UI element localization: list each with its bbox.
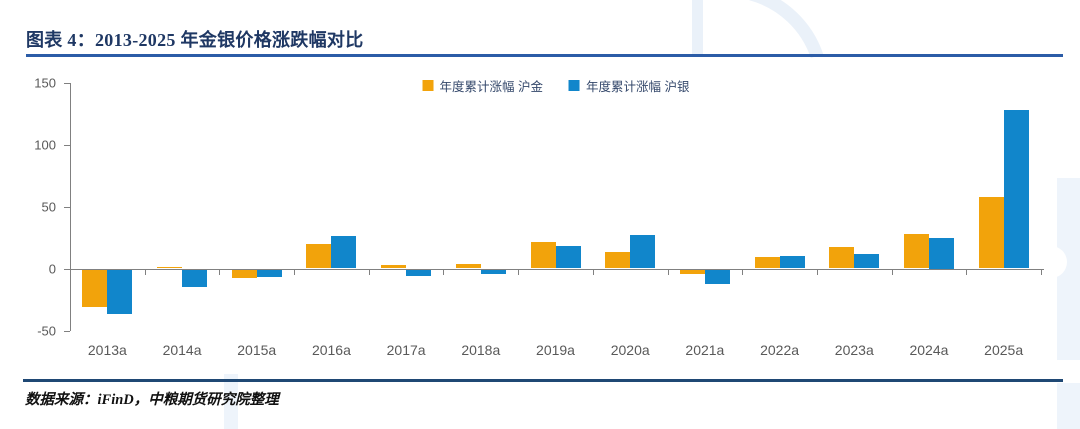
y-axis-tick (64, 206, 70, 208)
x-axis-tick (368, 269, 370, 275)
silver-bar-2019a (555, 246, 581, 269)
gold-bar-2014a (157, 267, 183, 269)
silver-series-swatch-icon (569, 80, 580, 91)
x-axis-tick (816, 269, 818, 275)
x-axis-category-label: 2018a (461, 342, 501, 358)
x-axis-tick (1041, 269, 1042, 275)
gold-bar-2022a (754, 257, 780, 269)
y-axis-tick-label: 50 (41, 199, 56, 214)
gold-bar-2018a (455, 263, 481, 269)
x-axis-tick (443, 269, 445, 275)
x-axis-tick (592, 269, 594, 275)
x-axis-category-label: 2019a (536, 342, 575, 358)
legend-label-silver: 年度累计涨幅 沪银 (586, 80, 690, 94)
legend-item-gold: 年度累计涨幅 沪金 (422, 76, 543, 95)
x-axis-tick (219, 269, 221, 275)
gold-bar-2025a (978, 196, 1004, 269)
footer-rule (23, 379, 1063, 382)
silver-bar-2015a (256, 269, 282, 277)
y-axis-tick-label: 0 (48, 261, 56, 276)
x-axis-tick (144, 269, 146, 275)
x-axis-category-label: 2015a (237, 342, 277, 358)
x-axis-tick (742, 269, 744, 275)
silver-bar-2014a (182, 269, 208, 287)
silver-bar-2020a (630, 235, 656, 269)
x-axis-category-label: 2024a (909, 342, 949, 358)
y-axis-tick (64, 330, 70, 332)
x-axis-category-label: 2016a (311, 342, 351, 358)
silver-bar-2016a (331, 236, 357, 269)
gold-bar-2019a (530, 242, 556, 269)
y-axis-line (70, 82, 71, 331)
x-axis-tick (667, 269, 669, 275)
x-axis-category-label: 2014a (162, 342, 202, 358)
gold-bar-2020a (605, 252, 631, 269)
x-axis-tick (518, 269, 520, 275)
silver-bar-2024a (928, 237, 954, 269)
title-rule (26, 54, 1063, 57)
y-axis-tick (64, 144, 70, 146)
y-axis-tick-label: 100 (34, 137, 56, 152)
legend-item-silver: 年度累计涨幅 沪银 (569, 76, 689, 95)
chart-legend: 年度累计涨幅 沪金 年度累计涨幅 沪银 (422, 76, 689, 95)
gold-bar-2016a (306, 243, 332, 269)
y-axis-tick (64, 268, 70, 270)
x-axis-category-label: 2021a (685, 342, 725, 358)
silver-bar-2022a (779, 256, 805, 269)
x-axis-tick (966, 269, 968, 275)
gold-bar-2017a (381, 264, 407, 269)
gold-series-swatch-icon (422, 80, 434, 91)
gold-bar-2013a (82, 269, 108, 307)
gold-bar-2021a (679, 269, 705, 275)
y-axis-tick-label: 150 (34, 75, 56, 90)
x-axis-category-label: 2022a (760, 342, 800, 358)
data-source: 数据来源：iFinD，中粮期货研究院整理 (25, 392, 279, 408)
x-axis-category-label: 2013a (87, 342, 127, 358)
silver-bar-2021a (704, 269, 730, 285)
silver-bar-2013a (107, 269, 133, 315)
figure-title: 图表 4：2013-2025 年金银价格涨跌幅对比 (26, 30, 364, 50)
x-axis-category-label: 2020a (610, 342, 650, 358)
x-axis-category-label: 2023a (834, 342, 874, 358)
x-axis-tick (891, 269, 893, 275)
silver-bar-2025a (1003, 109, 1029, 269)
x-axis-line (70, 268, 1044, 270)
y-axis-tick (64, 82, 70, 84)
y-axis-tick-label: -50 (37, 323, 56, 338)
silver-bar-2017a (406, 269, 432, 276)
gold-bar-2015a (231, 269, 257, 279)
x-axis-category-label: 2025a (984, 342, 1024, 358)
legend-label-gold: 年度累计涨幅 沪金 (439, 80, 543, 94)
gold-bar-2023a (829, 247, 855, 269)
silver-bar-2023a (854, 253, 880, 269)
gold-bar-2024a (903, 233, 929, 269)
x-axis-tick (294, 269, 296, 275)
x-axis-category-label: 2017a (386, 342, 426, 358)
silver-bar-2018a (480, 269, 506, 275)
